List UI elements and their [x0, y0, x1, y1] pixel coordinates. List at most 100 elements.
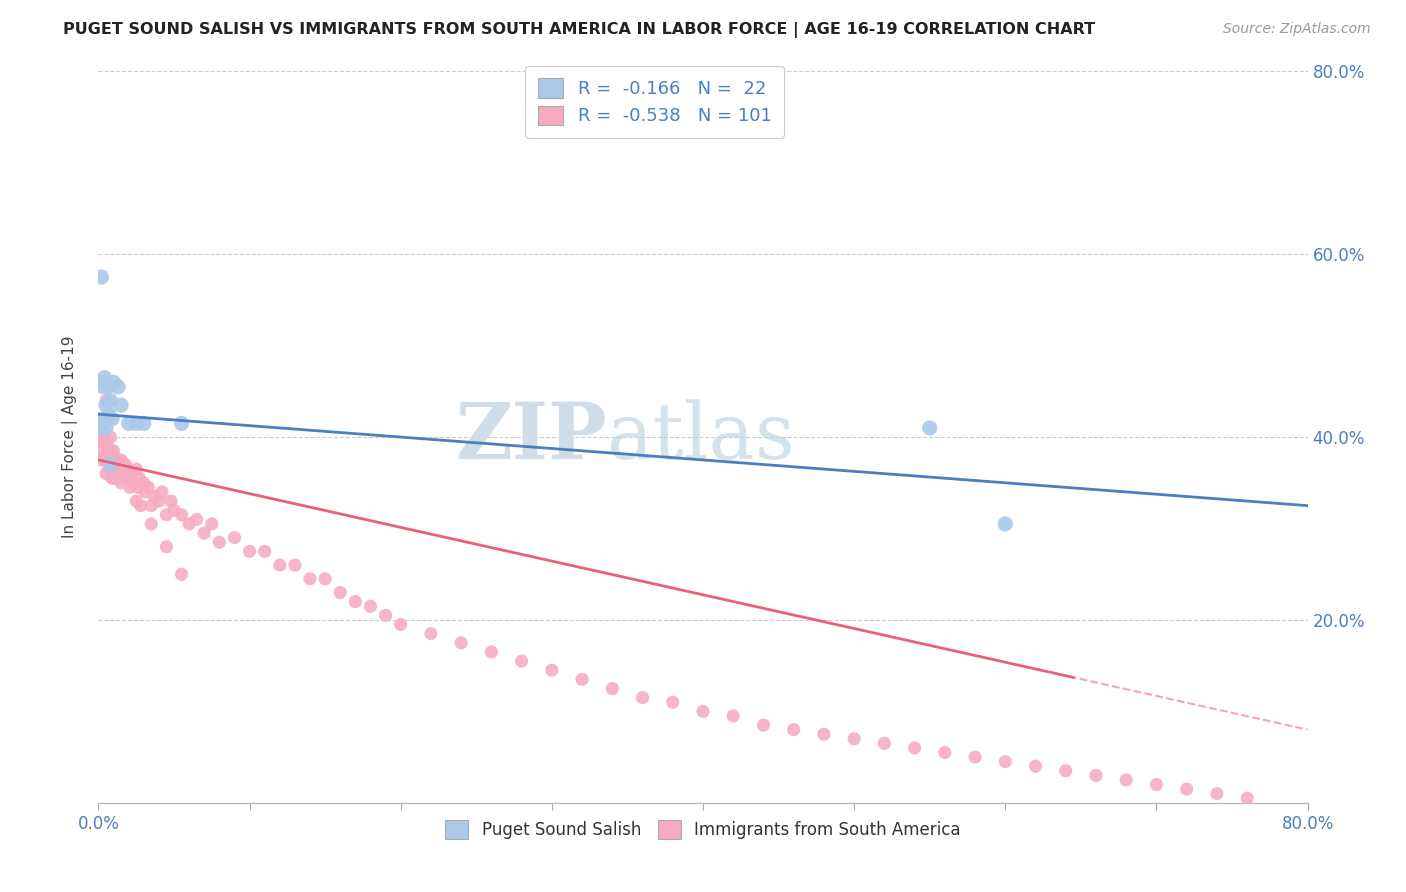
Point [208, 535, 231, 549]
Point [103, 375, 125, 389]
Point [1085, 768, 1108, 782]
Point [1144, 778, 1167, 792]
Point [481, 645, 503, 659]
Point [105, 462, 128, 476]
Point [1236, 791, 1258, 805]
Point [110, 453, 132, 467]
Point [374, 608, 396, 623]
Point [450, 636, 472, 650]
Point [299, 572, 322, 586]
Point [163, 503, 186, 517]
Text: atlas: atlas [606, 400, 794, 475]
Point [118, 417, 141, 431]
Point [127, 480, 149, 494]
Point [100, 458, 122, 472]
Point [101, 471, 124, 485]
Text: Source: ZipAtlas.com: Source: ZipAtlas.com [1223, 22, 1371, 37]
Point [783, 723, 806, 737]
Point [100, 467, 122, 481]
Point [90, 421, 112, 435]
Point [98, 407, 121, 421]
Point [692, 705, 714, 719]
Point [141, 516, 163, 531]
Point [918, 421, 941, 435]
Point [1175, 782, 1198, 797]
Point [104, 453, 127, 467]
Point [344, 594, 367, 608]
Point [844, 731, 866, 746]
Point [314, 572, 336, 586]
Point [661, 695, 683, 709]
Point [96, 453, 118, 467]
Point [107, 380, 129, 394]
Point [103, 471, 125, 485]
Point [98, 443, 121, 458]
Point [101, 443, 124, 458]
Point [110, 475, 132, 490]
Point [125, 494, 148, 508]
Point [125, 462, 148, 476]
Point [94, 448, 117, 462]
Point [91, 412, 114, 426]
Point [994, 755, 1017, 769]
Point [813, 727, 835, 741]
Point [90, 270, 112, 285]
Point [110, 398, 132, 412]
Point [93, 453, 115, 467]
Point [269, 558, 291, 573]
Point [98, 462, 121, 476]
Point [115, 471, 138, 485]
Point [723, 709, 745, 723]
Point [329, 585, 352, 599]
Point [160, 494, 183, 508]
Point [91, 425, 114, 440]
Point [100, 430, 122, 444]
Point [201, 516, 224, 531]
Point [360, 599, 382, 614]
Point [1024, 759, 1046, 773]
Point [132, 475, 155, 490]
Point [1054, 764, 1077, 778]
Point [631, 690, 654, 705]
Point [571, 673, 593, 687]
Point [94, 421, 117, 435]
Point [90, 434, 112, 449]
Point [873, 736, 896, 750]
Point [540, 663, 562, 677]
Point [1206, 787, 1229, 801]
Point [100, 393, 122, 408]
Point [114, 458, 136, 472]
Point [239, 544, 262, 558]
Point [155, 508, 177, 522]
Text: ZIP: ZIP [454, 399, 606, 475]
Point [118, 462, 141, 476]
Point [170, 567, 193, 582]
Point [132, 417, 155, 431]
Point [91, 375, 114, 389]
Point [155, 540, 177, 554]
Point [510, 654, 533, 668]
Point [125, 417, 148, 431]
Point [120, 480, 142, 494]
Point [186, 512, 208, 526]
Point [89, 417, 111, 431]
Point [602, 681, 624, 696]
Point [94, 467, 117, 481]
Point [94, 393, 117, 408]
Point [253, 544, 276, 558]
Point [224, 531, 246, 545]
Point [93, 434, 115, 449]
Text: PUGET SOUND SALISH VS IMMIGRANTS FROM SOUTH AMERICA IN LABOR FORCE | AGE 16-19 C: PUGET SOUND SALISH VS IMMIGRANTS FROM SO… [63, 22, 1095, 38]
Point [170, 417, 193, 431]
Point [1115, 772, 1137, 787]
Point [96, 434, 118, 449]
Point [934, 746, 956, 760]
Point [752, 718, 775, 732]
Point [91, 443, 114, 458]
Legend: Puget Sound Salish, Immigrants from South America: Puget Sound Salish, Immigrants from Sout… [439, 814, 967, 846]
Point [965, 750, 987, 764]
Point [89, 421, 111, 435]
Point [93, 370, 115, 384]
Point [143, 490, 166, 504]
Point [94, 398, 117, 412]
